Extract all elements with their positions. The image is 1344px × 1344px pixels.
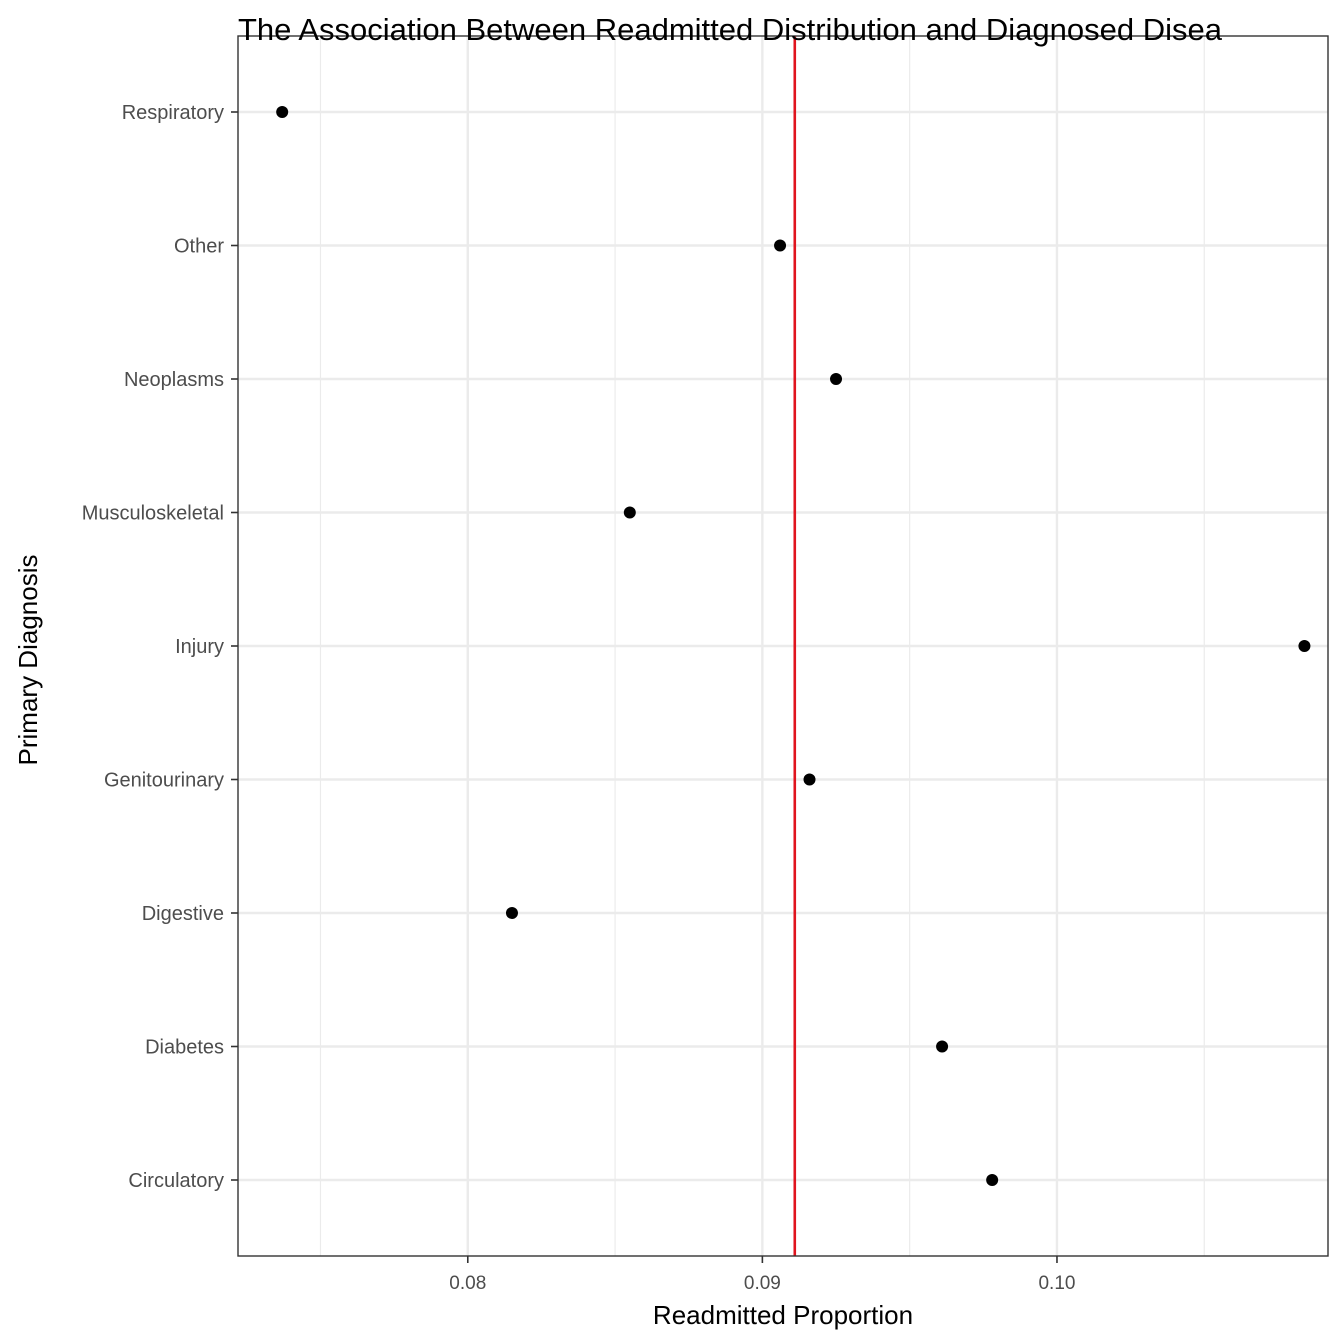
y-tick-label: Respiratory: [122, 102, 224, 124]
x-tick-labels: 0.08 0.09 0.10: [449, 1273, 1075, 1294]
data-point: [623, 506, 636, 519]
data-point: [803, 773, 816, 786]
y-tick-label: Circulatory: [128, 1170, 224, 1192]
chart-title: The Association Between Readmitted Distr…: [238, 12, 1223, 47]
x-tick-label: 0.10: [1038, 1273, 1075, 1294]
y-tick-label: Genitourinary: [104, 770, 224, 792]
x-tick-label: 0.09: [744, 1273, 781, 1294]
data-point: [505, 907, 518, 919]
data-points: [276, 106, 1311, 1186]
data-point: [830, 373, 843, 385]
y-tick-label: Injury: [175, 636, 224, 658]
x-axis-label: Readmitted Proportion: [653, 1300, 913, 1330]
data-point: [774, 239, 787, 252]
y-tick-label: Musculoskeletal: [82, 503, 224, 525]
y-tick-label: Diabetes: [145, 1037, 224, 1059]
y-axis-label: Primary Diagnosis: [13, 555, 43, 766]
y-tick-labels: Circulatory Diabetes Digestive Genitourinar…: [82, 102, 225, 1192]
data-point: [1298, 640, 1311, 652]
data-point: [936, 1040, 949, 1053]
axis-ticks: [231, 111, 1058, 1263]
y-tick-label: Neoplasms: [124, 369, 224, 391]
data-point: [986, 1174, 999, 1186]
y-tick-label: Digestive: [142, 903, 224, 925]
y-tick-label: Other: [174, 236, 224, 258]
x-tick-label: 0.08: [449, 1273, 486, 1294]
data-point: [276, 106, 289, 118]
